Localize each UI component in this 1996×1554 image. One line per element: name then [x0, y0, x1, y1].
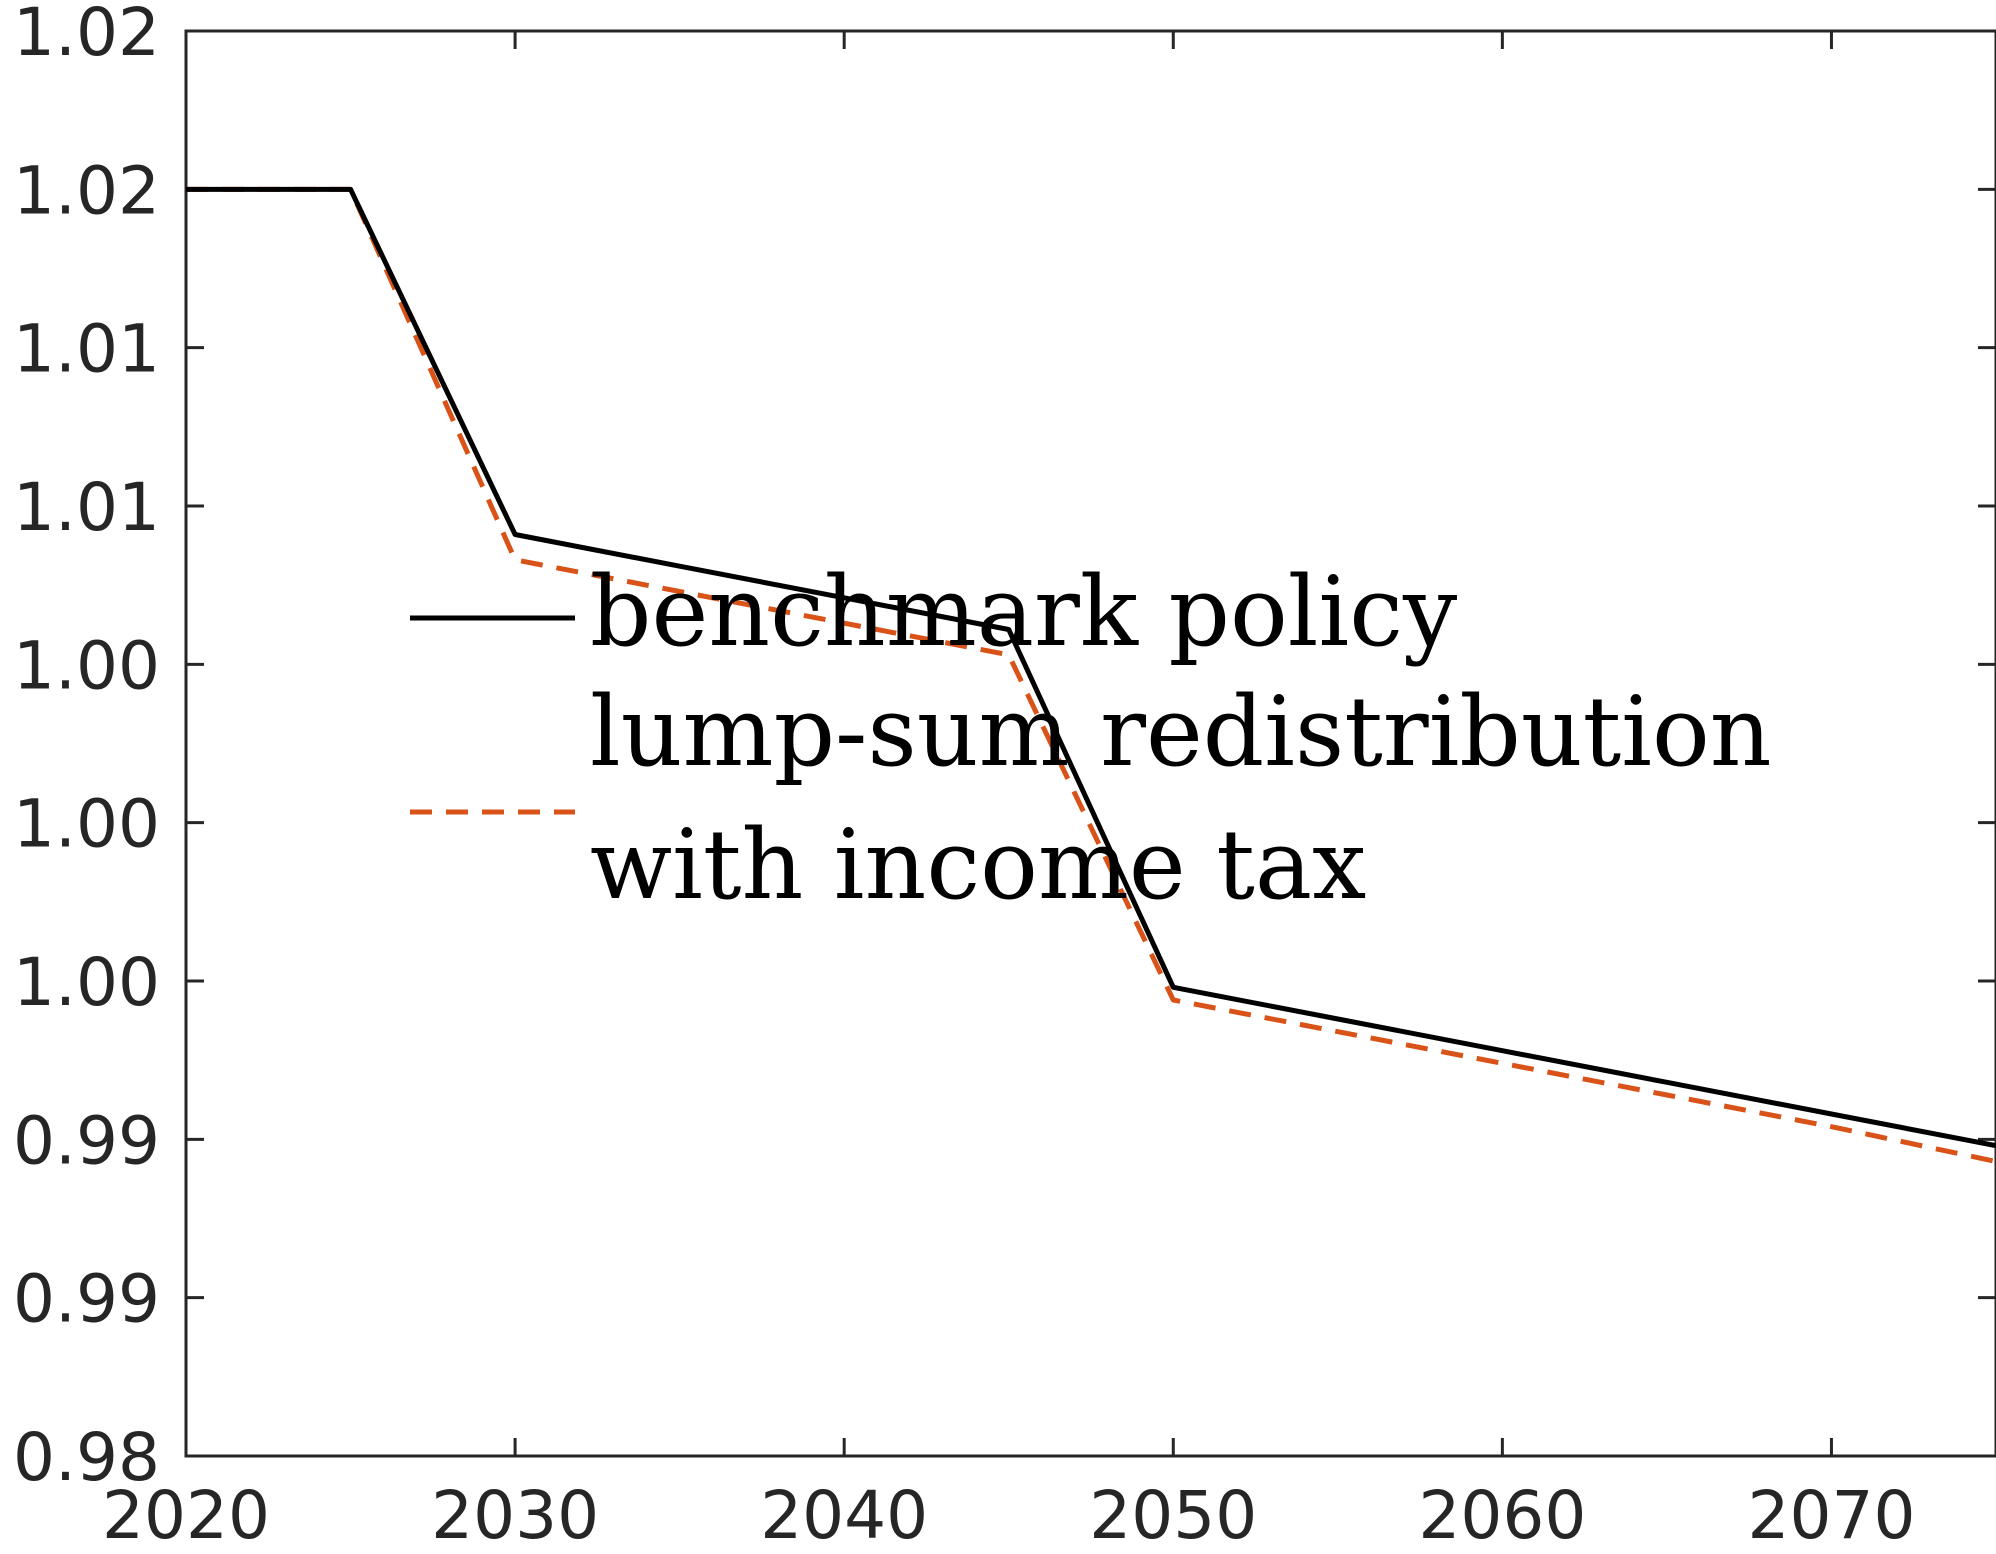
y-tick-label: 1.00 — [13, 944, 160, 1021]
y-tick-label: 1.02 — [13, 0, 160, 71]
x-tick-label: 2040 — [760, 1477, 928, 1554]
y-tick-label: 0.99 — [13, 1261, 160, 1338]
series-line-benchmark-policy — [186, 186, 1996, 1149]
y-tick-label: 1.02 — [13, 152, 160, 229]
axis-ticks: 2020 2030 2040 2050 2060 2070 0.98 0.99 0.99 1.00… — [13, 0, 1996, 1554]
y-tick-label: 1.01 — [13, 469, 160, 546]
series-layer — [186, 186, 1996, 1164]
plot-area — [184, 29, 1996, 1458]
series-line-lump-sum-income-tax — [186, 186, 1996, 1164]
y-tick-label: 0.99 — [13, 1102, 160, 1179]
x-tick-label: 2030 — [431, 1477, 599, 1554]
y-tick-label: 1.01 — [13, 311, 160, 388]
axes-box — [184, 29, 1996, 1458]
x-tick-label: 2050 — [1089, 1477, 1257, 1554]
x-tick-label: 2060 — [1418, 1477, 1586, 1554]
y-tick-label: 1.00 — [13, 627, 160, 704]
y-tick-label: 0.98 — [13, 1419, 160, 1496]
y-tick-label: 1.00 — [13, 786, 160, 863]
x-tick-label: 2020 — [102, 1477, 270, 1554]
x-tick-label: 2070 — [1747, 1477, 1915, 1554]
legend-label: benchmark policy — [590, 556, 1457, 668]
legend-label: lump-sum redistribution — [590, 676, 1772, 788]
legend-label: with income tax — [590, 809, 1366, 921]
